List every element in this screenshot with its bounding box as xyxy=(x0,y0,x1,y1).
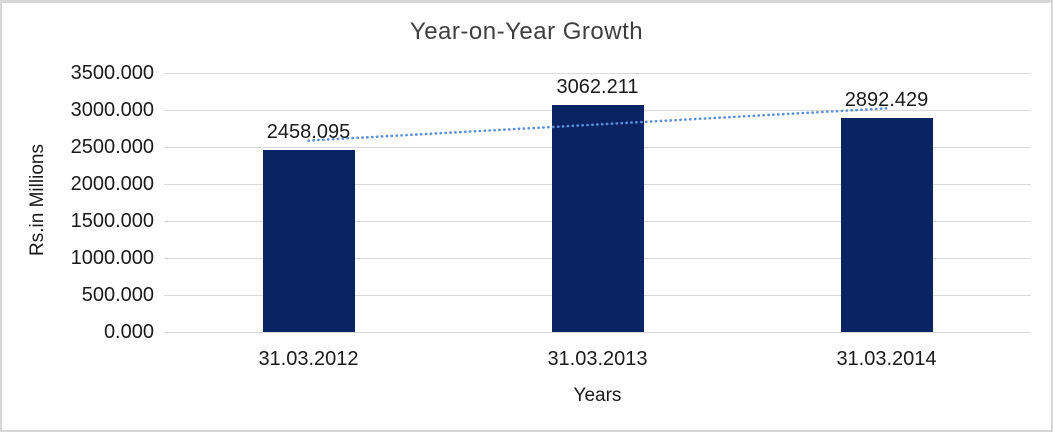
x-axis-title: Years xyxy=(573,385,622,406)
bar xyxy=(551,105,644,332)
y-tick-label: 3500.000 xyxy=(70,62,154,84)
bar-slot: 2458.095 xyxy=(164,73,453,332)
y-tick-label: 2500.000 xyxy=(70,136,154,158)
chart-title: Year-on-Year Growth xyxy=(409,18,644,45)
x-axis-category-labels: 31.03.2012 31.03.2013 31.03.2014 xyxy=(164,348,1031,372)
y-tick-label: 2000.000 xyxy=(70,173,154,195)
bar xyxy=(262,150,355,332)
bar-slot: 3062.211 xyxy=(453,73,742,332)
bar-value-label: 3062.211 xyxy=(556,76,639,99)
y-tick-label: 1000.000 xyxy=(70,247,154,269)
y-tick-label: 500.000 xyxy=(81,284,154,306)
gridline xyxy=(164,73,1031,74)
bar-value-label: 2458.095 xyxy=(266,121,351,144)
bar xyxy=(840,117,933,332)
y-axis-tick-labels: 0.000 500.000 1000.000 1500.000 2000.000 2500… xyxy=(2,63,154,342)
trendline xyxy=(307,107,888,142)
trendline-dotted-line xyxy=(307,107,888,142)
category-label: 31.03.2012 xyxy=(258,348,359,370)
bar-value-label: 2892.429 xyxy=(844,88,929,111)
plot-area: 2458.095 3062.211 2892.429 xyxy=(164,73,1031,333)
category-label: 31.03.2014 xyxy=(836,348,937,370)
gridline xyxy=(164,332,1031,333)
bar-slot: 2892.429 xyxy=(742,73,1031,332)
y-tick-label: 3000.000 xyxy=(70,99,154,121)
y-tick-label: 1500.000 xyxy=(70,210,154,232)
category-label: 31.03.2013 xyxy=(547,348,648,370)
y-tick-label: 0.000 xyxy=(103,321,154,343)
